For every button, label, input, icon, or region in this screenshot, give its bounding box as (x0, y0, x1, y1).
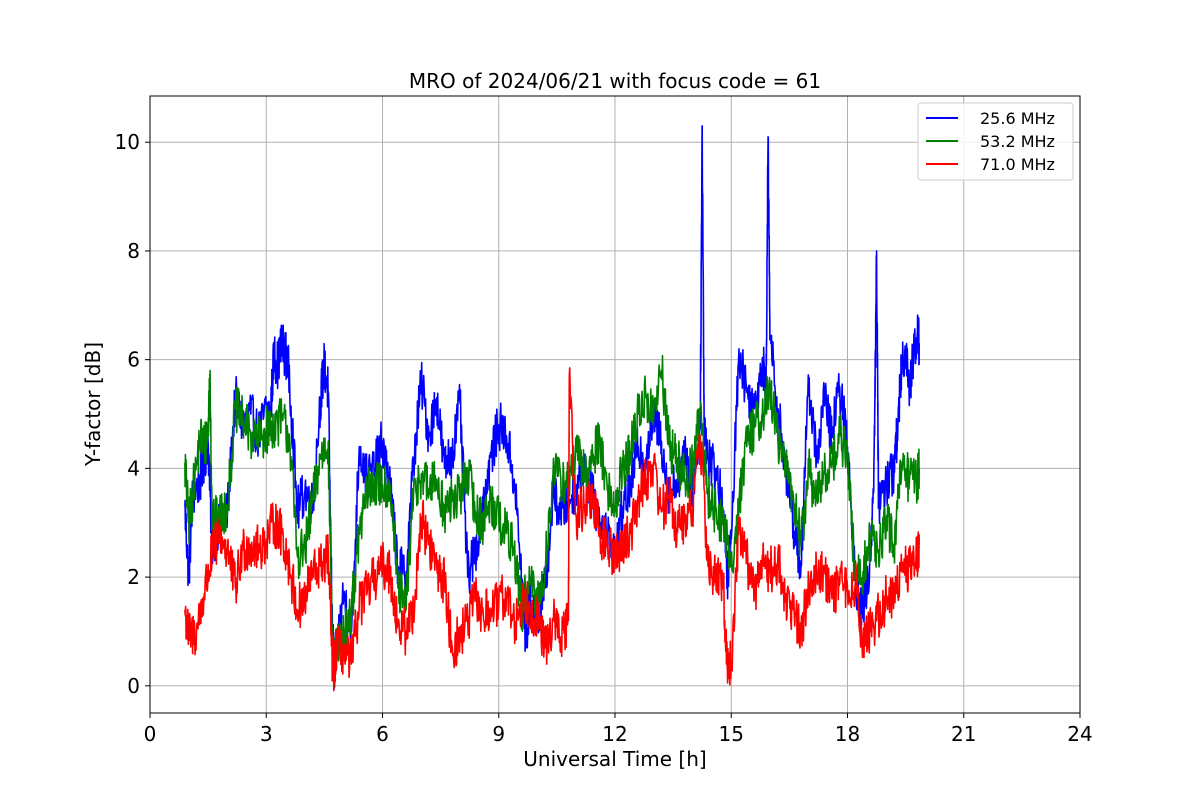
x-tick-label: 21 (951, 722, 976, 746)
y-tick-label: 6 (127, 348, 140, 372)
x-tick-label: 18 (835, 722, 860, 746)
series-lines (184, 125, 920, 692)
plot-area (184, 125, 920, 692)
series-line-71-0-mhz (184, 367, 920, 692)
legend-box (917, 102, 1074, 181)
legend-label: 53.2 MHz (980, 132, 1055, 151)
y-axis-label: Y-factor [dB] (81, 342, 105, 467)
legend-label: 25.6 MHz (980, 109, 1055, 128)
x-tick-label: 3 (260, 722, 273, 746)
x-tick-label: 0 (144, 722, 157, 746)
x-tick-label: 12 (602, 722, 627, 746)
legend: 25.6 MHz 53.2 MHz 71.0 MHz (917, 102, 1074, 181)
x-tick-label: 15 (719, 722, 744, 746)
legend-label: 71.0 MHz (980, 155, 1055, 174)
chart-title: MRO of 2024/06/21 with focus code = 61 (409, 69, 821, 93)
x-axis-label: Universal Time [h] (523, 747, 706, 771)
y-tick-label: 8 (127, 239, 140, 263)
series-line-25-6-mhz (184, 125, 920, 689)
x-tick-label: 24 (1067, 722, 1092, 746)
x-tick-label: 9 (492, 722, 505, 746)
x-tick-label: 6 (376, 722, 389, 746)
y-tick-label: 10 (115, 130, 140, 154)
y-tick-label: 2 (127, 565, 140, 589)
y-tick-label: 0 (127, 674, 140, 698)
y-tick-label: 4 (127, 456, 140, 480)
series-line-53-2-mhz (184, 354, 920, 689)
